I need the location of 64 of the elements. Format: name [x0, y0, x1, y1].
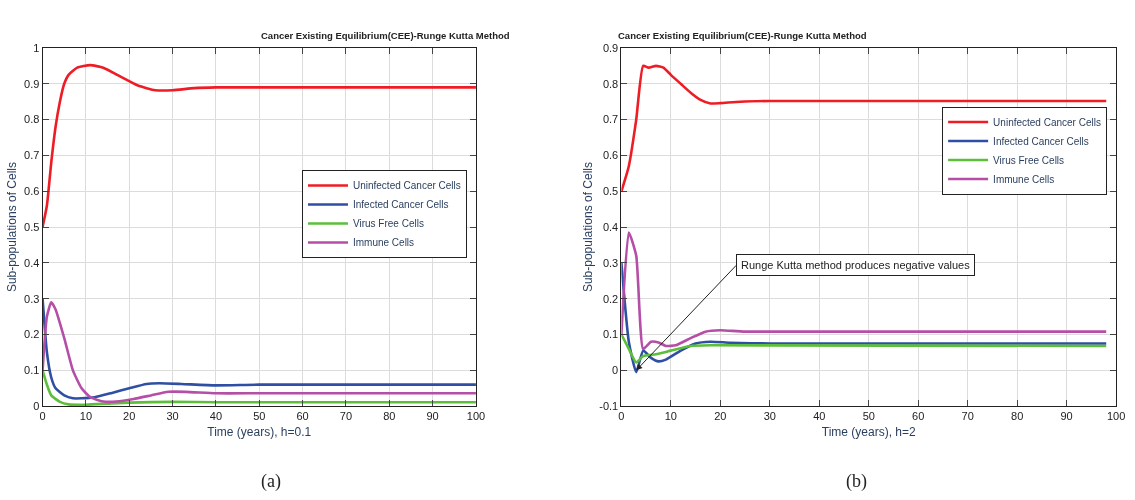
x-tick-label: 50 — [253, 410, 266, 423]
x-tick-label: 20 — [123, 410, 136, 423]
y-tick-label: 0.1 — [602, 328, 619, 341]
x-axis-title: Time (years), h=2 — [821, 425, 917, 440]
y-tick-label: 0 — [33, 400, 40, 413]
text: (b) — [846, 471, 867, 492]
y-tick-label: 0.1 — [24, 364, 40, 377]
annotation: Runge Kutta method produces negative values — [741, 259, 971, 271]
y-tick-label: 0.8 — [24, 113, 40, 126]
x-tick-label: 80 — [383, 410, 396, 423]
line-series — [621, 231, 1108, 351]
y-axis-title: Sub-populations of Cells — [580, 162, 595, 293]
y-tick-label: 0.3 — [602, 256, 619, 269]
x-tick-label: 60 — [912, 410, 925, 423]
x-tick-label: 10 — [664, 410, 677, 423]
y-tick-label: 0.4 — [24, 256, 40, 269]
x-tick-label: 100 — [1106, 410, 1126, 423]
x-tick-label: 100 — [466, 410, 486, 423]
chart-title: Cancer Existing Equilibrium(CEE)-Runge Kutta Method — [261, 30, 510, 41]
y-tick-label: 0.7 — [24, 149, 40, 162]
x-tick-label: 40 — [813, 410, 826, 423]
x-tick-label: 70 — [339, 410, 353, 423]
y-tick-label: 0.5 — [24, 220, 40, 233]
x-tick-label: 70 — [961, 410, 974, 423]
y-tick-label: 0.7 — [602, 113, 619, 126]
legend-label: Immune Cells — [993, 173, 1055, 185]
y-tick-label: 0.6 — [602, 149, 619, 162]
legend-label: Immune Cells — [352, 237, 415, 249]
legend-label: Infected Cancer Cells — [352, 199, 449, 211]
x-tick-label: 30 — [763, 410, 776, 423]
y-axis-title: Sub-populations of Cells — [5, 162, 20, 293]
y-tick-label: 0.4 — [602, 220, 619, 233]
chart-title: Cancer Existing Equilibrium(CEE)-Runge Kutta Method — [618, 30, 867, 41]
y-tick-label: 0.5 — [602, 185, 619, 198]
y-tick-label: 0.9 — [602, 41, 619, 54]
y-tick-label: 0.2 — [24, 328, 40, 341]
x-tick-label: 20 — [714, 410, 727, 423]
line-series — [42, 369, 476, 407]
y-tick-label: 0.3 — [24, 292, 40, 305]
y-tick-label: -0.1 — [599, 400, 619, 413]
x-tick-label: 90 — [426, 410, 439, 423]
x-tick-label: 10 — [79, 410, 93, 423]
x-tick-label: 50 — [862, 410, 875, 423]
line-series — [621, 261, 1108, 374]
text: (a) — [261, 471, 281, 492]
y-tick-label: 0.9 — [24, 77, 40, 90]
legend-label: Infected Cancer Cells — [993, 135, 1089, 147]
y-tick-label: 0.8 — [602, 77, 619, 90]
legend-label: Uninfected Cancer Cells — [352, 180, 461, 192]
legend-label: Uninfected Cancer Cells — [993, 116, 1101, 128]
x-axis-title: Time (years), h=0.1 — [207, 425, 312, 440]
legend-label: Virus Free Cells — [352, 218, 424, 230]
line-series — [621, 64, 1108, 193]
x-tick-label: 40 — [209, 410, 223, 423]
y-tick-label: 0.6 — [24, 185, 40, 198]
x-tick-label: 30 — [166, 410, 179, 423]
x-tick-label: 60 — [296, 410, 309, 423]
y-tick-label: 0 — [612, 364, 619, 377]
y-tick-label: 1 — [33, 41, 40, 54]
x-tick-label: 80 — [1011, 410, 1024, 423]
y-tick-label: 0.2 — [602, 292, 619, 305]
line-series — [42, 63, 476, 229]
legend-label: Virus Free Cells — [993, 154, 1065, 166]
x-tick-label: 90 — [1060, 410, 1073, 423]
